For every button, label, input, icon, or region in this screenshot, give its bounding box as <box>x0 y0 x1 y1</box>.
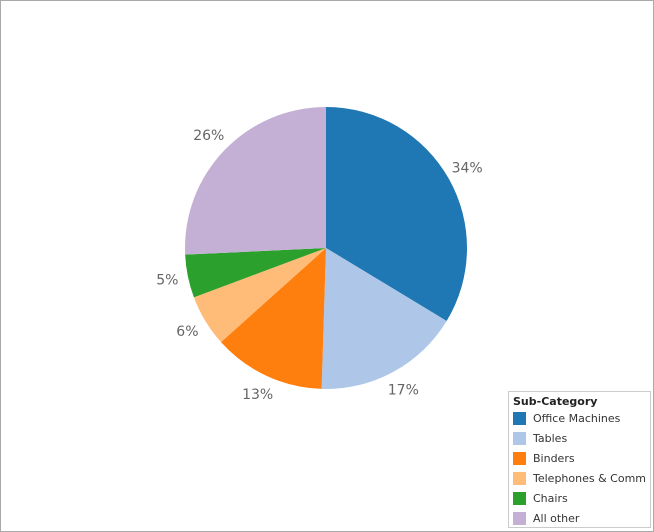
legend-swatch <box>513 412 526 425</box>
legend-title: Sub-Category <box>513 395 597 408</box>
legend-swatch <box>513 472 526 485</box>
legend-label: All other <box>533 512 580 525</box>
pie-slice <box>193 248 326 343</box>
data-label: 13% <box>242 387 273 403</box>
pie-slice <box>221 248 326 389</box>
data-label: 5% <box>156 273 178 289</box>
legend-label: Office Machines <box>533 412 621 425</box>
legend-box <box>508 391 651 528</box>
data-label: 6% <box>176 324 198 340</box>
pie-slice <box>185 248 326 298</box>
legend-label: Binders <box>533 452 575 465</box>
legend-swatch <box>513 492 526 505</box>
pie-slice <box>185 107 326 255</box>
legend-label: Tables <box>532 432 567 445</box>
pie-slice <box>326 107 467 322</box>
data-label: 17% <box>388 382 419 398</box>
data-label: 26% <box>193 128 224 144</box>
legend-swatch <box>513 452 526 465</box>
legend-label: Chairs <box>533 492 568 505</box>
pie-slice <box>321 248 447 389</box>
legend-swatch <box>513 512 526 525</box>
legend-label: Telephones & Comm <box>532 472 646 485</box>
data-label: 34% <box>452 160 483 176</box>
legend-swatch <box>513 432 526 445</box>
